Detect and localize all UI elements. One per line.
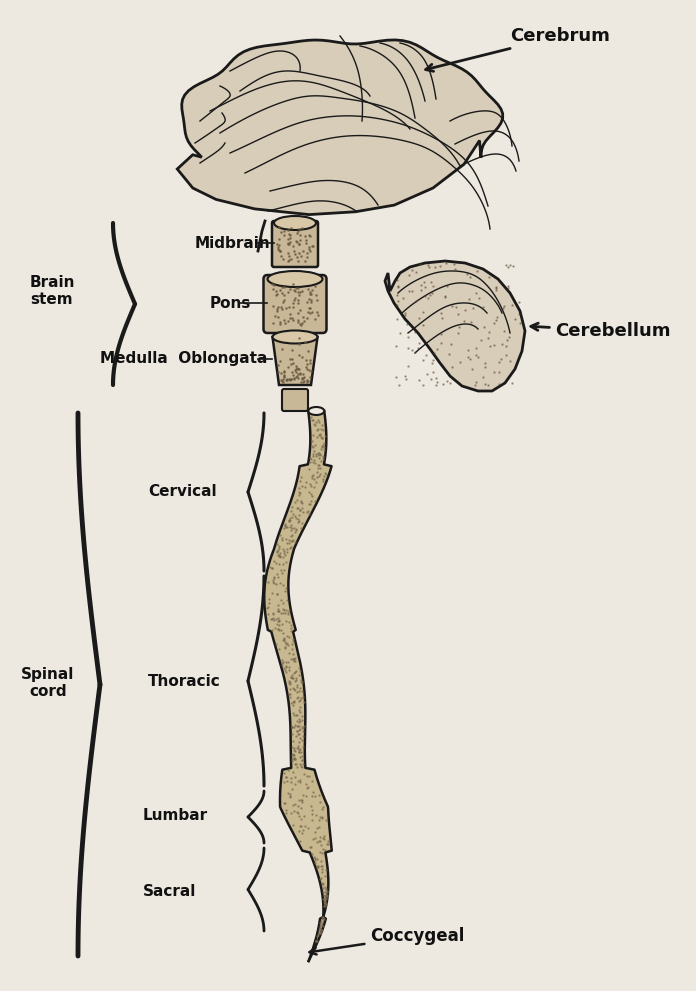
Text: Medulla  Oblongata: Medulla Oblongata (100, 352, 267, 367)
Ellipse shape (267, 271, 322, 287)
Text: Cerebellum: Cerebellum (531, 322, 670, 340)
Text: Midbrain: Midbrain (195, 236, 271, 251)
Text: Brain
stem: Brain stem (29, 275, 74, 307)
FancyBboxPatch shape (272, 221, 318, 267)
Text: Coccygeal: Coccygeal (310, 927, 464, 954)
Text: Pons: Pons (210, 295, 251, 310)
Ellipse shape (273, 331, 317, 344)
FancyBboxPatch shape (264, 275, 326, 333)
Text: Spinal
cord: Spinal cord (22, 667, 74, 700)
FancyBboxPatch shape (282, 389, 308, 411)
Polygon shape (264, 411, 332, 961)
Ellipse shape (308, 407, 324, 415)
Ellipse shape (274, 216, 316, 230)
Text: Sacral: Sacral (143, 884, 196, 899)
Text: Lumbar: Lumbar (143, 809, 208, 824)
Polygon shape (385, 261, 525, 391)
Polygon shape (177, 40, 503, 215)
Text: Cerebrum: Cerebrum (426, 27, 610, 71)
Polygon shape (273, 337, 317, 385)
Text: Thoracic: Thoracic (148, 674, 221, 689)
Text: Cervical: Cervical (148, 484, 216, 498)
